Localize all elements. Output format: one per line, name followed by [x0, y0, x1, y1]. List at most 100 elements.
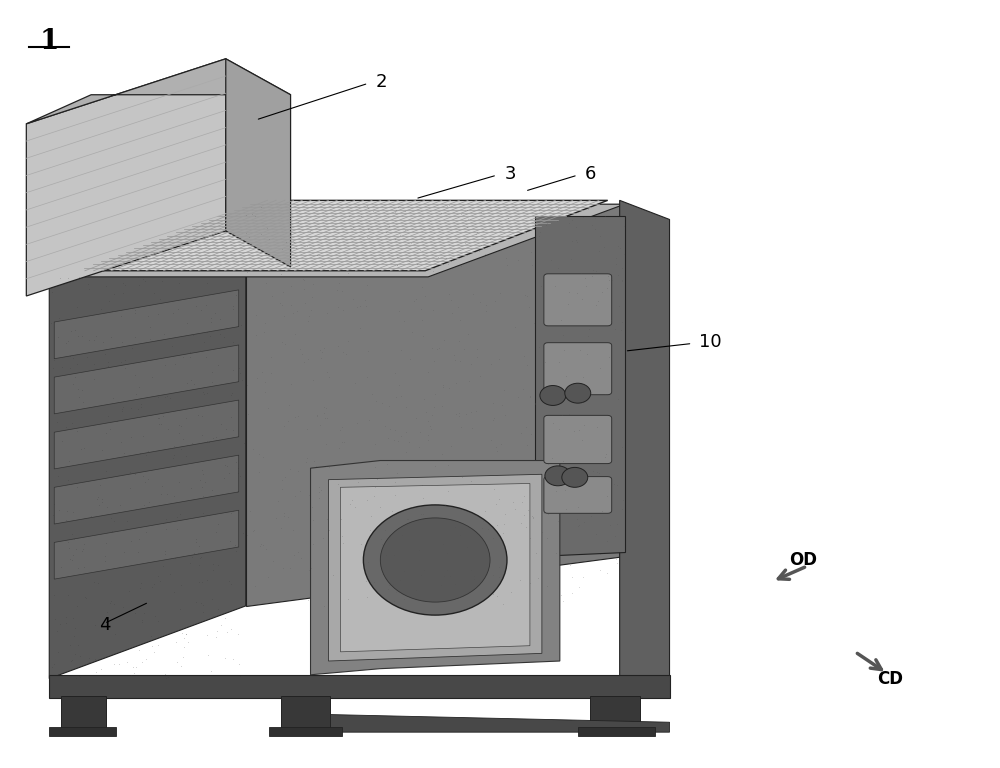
Point [308, 460, 324, 472]
Point [71, 271, 87, 283]
Point [600, 270, 616, 282]
Point [175, 433, 191, 445]
Point [260, 402, 276, 414]
Point [253, 227, 269, 240]
Point [415, 492, 431, 505]
Point [234, 374, 250, 386]
Point [65, 549, 81, 561]
Point [127, 303, 143, 316]
Point [208, 631, 224, 644]
Point [477, 247, 493, 260]
Point [367, 462, 383, 474]
Point [103, 331, 119, 343]
Point [402, 353, 418, 366]
Point [438, 251, 454, 263]
Point [569, 286, 585, 299]
Point [60, 272, 76, 284]
Point [482, 233, 498, 245]
Point [478, 299, 494, 311]
Point [319, 512, 335, 525]
Point [151, 418, 167, 430]
Point [157, 359, 173, 371]
Point [159, 390, 175, 402]
Point [585, 465, 601, 478]
Point [128, 388, 144, 400]
Point [141, 495, 157, 508]
Point [418, 406, 434, 419]
Point [487, 295, 503, 307]
Point [142, 333, 158, 346]
Polygon shape [26, 59, 291, 124]
Point [101, 295, 117, 307]
Point [127, 468, 143, 481]
Point [344, 493, 360, 505]
Point [93, 303, 109, 315]
Point [135, 430, 151, 442]
Point [81, 283, 97, 295]
Point [169, 511, 185, 524]
Point [439, 564, 455, 576]
Point [599, 490, 615, 502]
Point [248, 329, 264, 341]
Point [116, 545, 132, 558]
Point [485, 413, 501, 425]
Point [452, 314, 468, 326]
Point [389, 259, 405, 271]
Point [574, 396, 590, 408]
Point [589, 465, 605, 478]
Point [519, 223, 535, 236]
Point [360, 556, 376, 568]
Polygon shape [226, 59, 291, 267]
Point [579, 348, 595, 360]
Point [411, 441, 427, 453]
Point [162, 568, 178, 580]
Point [453, 421, 469, 433]
Point [333, 513, 349, 525]
Point [522, 577, 538, 589]
Point [58, 611, 74, 623]
Point [299, 452, 315, 464]
Point [81, 655, 97, 667]
Point [292, 343, 308, 355]
Point [477, 505, 493, 518]
Point [60, 536, 76, 548]
Point [413, 568, 429, 581]
Point [614, 274, 630, 286]
Point [406, 294, 422, 306]
Point [426, 402, 442, 414]
Point [123, 402, 139, 414]
Point [146, 287, 162, 300]
Point [123, 535, 139, 547]
Point [316, 401, 332, 413]
Point [76, 442, 92, 454]
Point [232, 470, 248, 482]
Point [491, 571, 507, 583]
Point [236, 436, 252, 449]
Point [446, 349, 462, 362]
Point [519, 439, 535, 451]
Point [517, 289, 533, 301]
Point [46, 353, 62, 366]
Point [475, 515, 491, 528]
Point [603, 314, 619, 326]
Point [305, 278, 321, 290]
Point [283, 280, 299, 292]
Point [393, 430, 409, 442]
Point [74, 384, 90, 396]
Point [283, 300, 299, 312]
Point [83, 510, 99, 522]
Point [205, 558, 221, 571]
Point [358, 300, 374, 313]
Point [332, 423, 348, 435]
Point [614, 316, 630, 328]
Point [608, 552, 624, 564]
Point [584, 270, 600, 283]
Point [460, 327, 476, 339]
Point [194, 429, 210, 442]
Point [398, 446, 414, 458]
Point [474, 521, 490, 534]
Point [150, 615, 166, 627]
Point [128, 660, 144, 673]
Point [558, 370, 574, 382]
Point [316, 600, 332, 612]
